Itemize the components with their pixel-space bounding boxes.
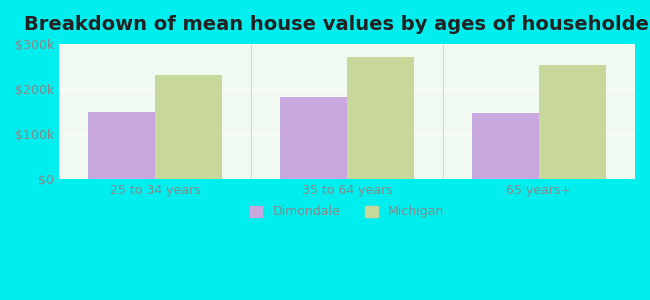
Legend: Dimondale, Michigan: Dimondale, Michigan <box>244 199 450 225</box>
Bar <box>347 56 414 179</box>
Bar <box>155 75 222 179</box>
Bar <box>88 112 155 179</box>
Bar <box>472 112 539 179</box>
Title: Breakdown of mean house values by ages of householders: Breakdown of mean house values by ages o… <box>24 15 650 34</box>
Bar <box>539 65 606 179</box>
Bar <box>280 97 347 179</box>
